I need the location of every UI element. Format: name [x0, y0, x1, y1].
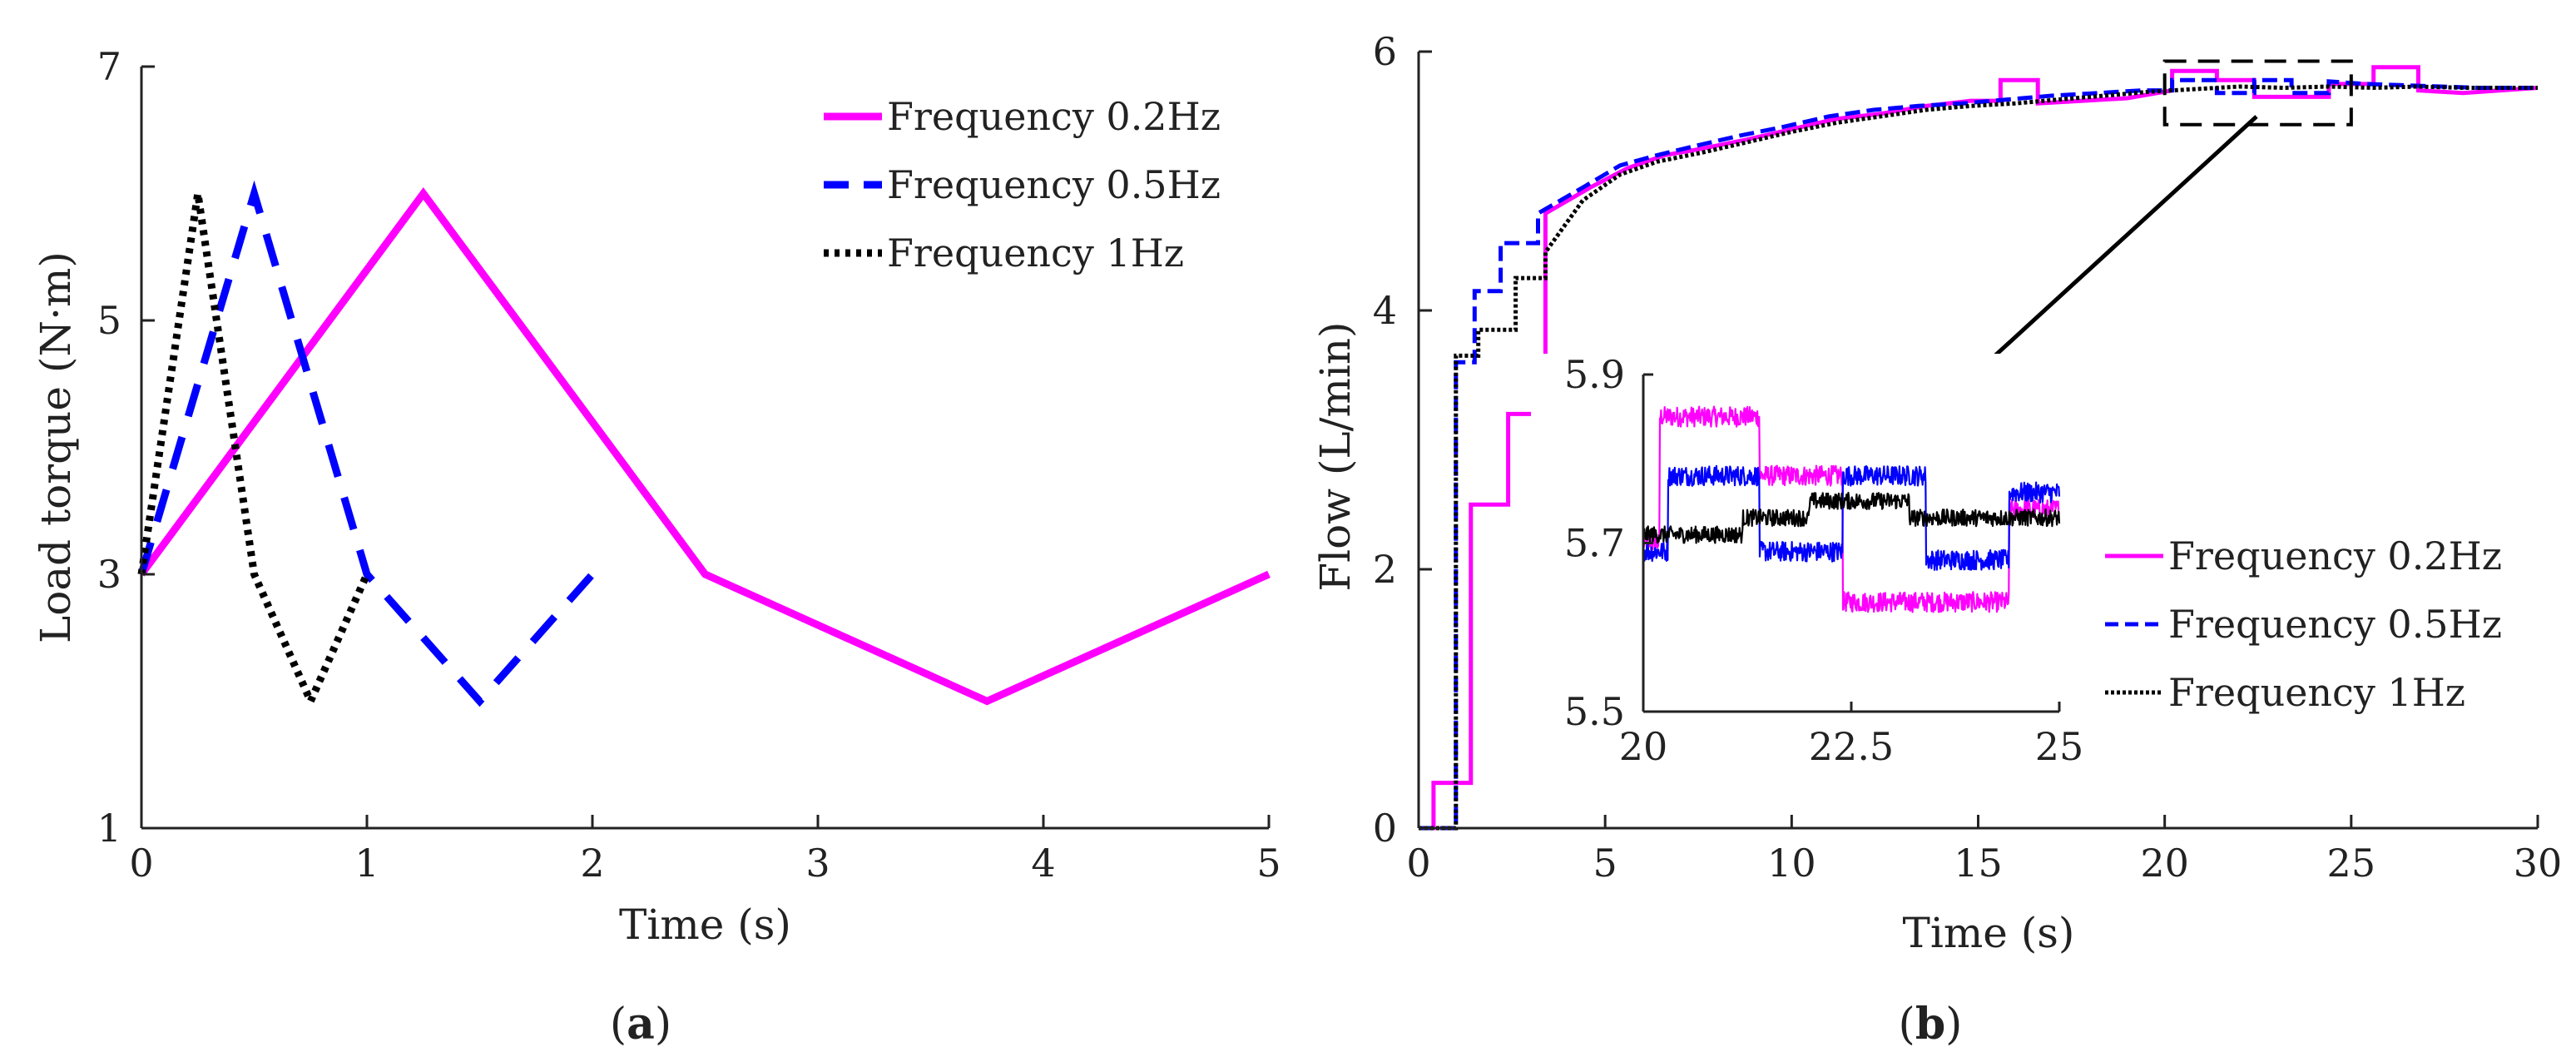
panel-b-y-tick-label: 4 [1373, 288, 1397, 333]
panel-a-x-axis-label: Time (s) [619, 901, 791, 949]
panel-a-y-axis-label: Load torque (N·m) [32, 251, 80, 643]
panel-b-legend-label: Frequency 0.2Hz [2168, 533, 2502, 578]
panel-a-x-tick-label: 3 [805, 841, 830, 886]
panel-b-legend-label: Frequency 1Hz [2168, 670, 2465, 715]
panel-b-legend: Frequency 0.2Hz Frequency 0.5Hz Frequency … [2105, 533, 2502, 715]
panel-a-legend: Frequency 0.2Hz Frequency 0.5Hz Frequency … [824, 94, 1221, 275]
panel-a-legend-label: Frequency 0.2Hz [887, 94, 1221, 139]
caption-b: (b) [1899, 999, 1963, 1050]
panel-a-y-tick-label: 7 [97, 44, 121, 89]
panel-b-x-tick-label: 20 [2140, 841, 2189, 886]
panel-a-legend-label: Frequency 1Hz [887, 231, 1184, 275]
panel-b-x-axis-label: Time (s) [1903, 909, 2075, 957]
panel-b-y-tick-label: 0 [1373, 806, 1397, 851]
panel-a-x-tick-label: 4 [1031, 841, 1055, 886]
inset-x-tick-label: 25 [2035, 724, 2084, 769]
inset-series-line-2 [1642, 464, 2061, 571]
panel-b-y-tick-label: 6 [1373, 29, 1397, 74]
panel-b-x-tick-label: 30 [2514, 841, 2563, 886]
inset-y-tick-label: 5.7 [1564, 521, 1625, 566]
caption-a: (a) [610, 999, 671, 1050]
panel-a-legend-label: Frequency 0.5Hz [887, 162, 1221, 207]
inset-x-tick-label: 20 [1619, 724, 1668, 769]
panel-a-series-line-2 [137, 180, 596, 707]
panel-b-series-line-3 [1419, 84, 2538, 831]
inset-y-tick-label: 5.9 [1564, 352, 1625, 397]
inset-series-line-3 [1642, 491, 2061, 544]
panel-a-y-tick-label: 1 [97, 806, 121, 851]
panel-a-x-tick-label: 5 [1256, 841, 1281, 886]
inset-series-line-1 [1642, 405, 2060, 613]
panel-a-x-tick-label: 2 [580, 841, 604, 886]
panel-b-x-tick-label: 15 [1954, 841, 2003, 886]
panel-b-series-line-2 [1419, 77, 2538, 831]
panel-b-legend-label: Frequency 0.5Hz [2168, 602, 2502, 647]
panel-b-x-tick-label: 10 [1767, 841, 1816, 886]
panel-a-series-line-1 [138, 186, 1271, 706]
panel-b-y-tick-label: 2 [1373, 547, 1397, 592]
inset-x-tick-label: 22.5 [1809, 724, 1894, 769]
panel-b-y-axis-label: Flow (L/min) [1311, 321, 1360, 591]
zoom-region-box [2162, 59, 2353, 127]
panel-b-chart: 0 5 10 15 20 25 30 0 2 4 6 Time (s) Flow (L/min) 2… [1311, 29, 2562, 957]
panel-a-series-line-3 [137, 192, 371, 711]
panel-b-x-tick-label: 5 [1593, 841, 1617, 886]
panel-a-y-tick-label: 5 [97, 298, 121, 343]
inset-y-tick-label: 5.5 [1564, 689, 1625, 734]
panel-a-y-tick-label: 3 [97, 552, 121, 597]
panel-a-x-tick-label: 0 [129, 841, 153, 886]
panel-b-inset-chart: 20 22.5 25 5.5 5.7 5.9 [1531, 352, 2083, 778]
panel-a-x-tick-label: 1 [354, 841, 379, 886]
panel-b-x-tick-label: 0 [1406, 841, 1430, 886]
panel-b-x-tick-label: 25 [2327, 841, 2376, 886]
